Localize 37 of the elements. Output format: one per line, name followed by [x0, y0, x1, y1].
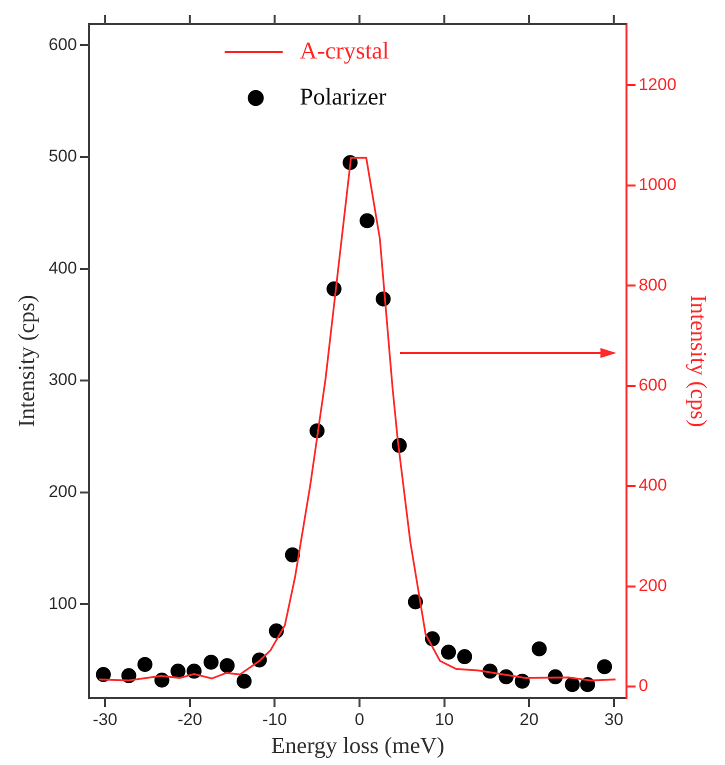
y2-tick-label: 600 — [638, 375, 667, 394]
y2-tick-label: 400 — [638, 476, 667, 495]
x-tick-label: 20 — [520, 710, 539, 729]
point — [220, 658, 235, 674]
point — [441, 644, 456, 660]
point — [457, 649, 472, 664]
x-tick-label: 10 — [434, 710, 454, 729]
y2-tick-label: 1200 — [638, 74, 676, 94]
point — [236, 674, 252, 689]
x-tick-label: -30 — [92, 710, 118, 729]
point — [564, 677, 580, 692]
y-tick-label: 400 — [48, 258, 77, 278]
point — [597, 659, 612, 674]
point — [532, 641, 547, 656]
x-tick-label: -20 — [178, 710, 202, 729]
x-tick-label: 0 — [354, 710, 364, 729]
point — [170, 664, 186, 679]
legend-label: Polarizer — [300, 84, 386, 110]
y-tick-label: 100 — [48, 594, 77, 613]
point — [204, 654, 219, 670]
y2-tick-label: 200 — [638, 576, 667, 595]
x-tick-label: -10 — [262, 710, 287, 729]
y-axis-title: Intensity (cps) — [14, 294, 39, 428]
y2-tick-label: 0 — [638, 676, 648, 696]
point — [360, 213, 375, 228]
x-tick-label: 30 — [604, 710, 624, 729]
y2-tick-label: 1000 — [638, 175, 676, 194]
y-tick-label: 600 — [48, 34, 77, 54]
y-tick-label: 500 — [48, 146, 77, 166]
y2-tick-label: 800 — [638, 275, 667, 294]
y-tick-label: 300 — [48, 370, 77, 390]
x-axis-title: Energy loss (meV) — [271, 733, 444, 758]
legend-label: A-crystal — [300, 38, 390, 64]
point — [284, 547, 300, 562]
y-tick-label: 200 — [48, 482, 77, 502]
y2-axis-title: Intensity (cps) — [686, 294, 712, 428]
point — [137, 656, 152, 672]
